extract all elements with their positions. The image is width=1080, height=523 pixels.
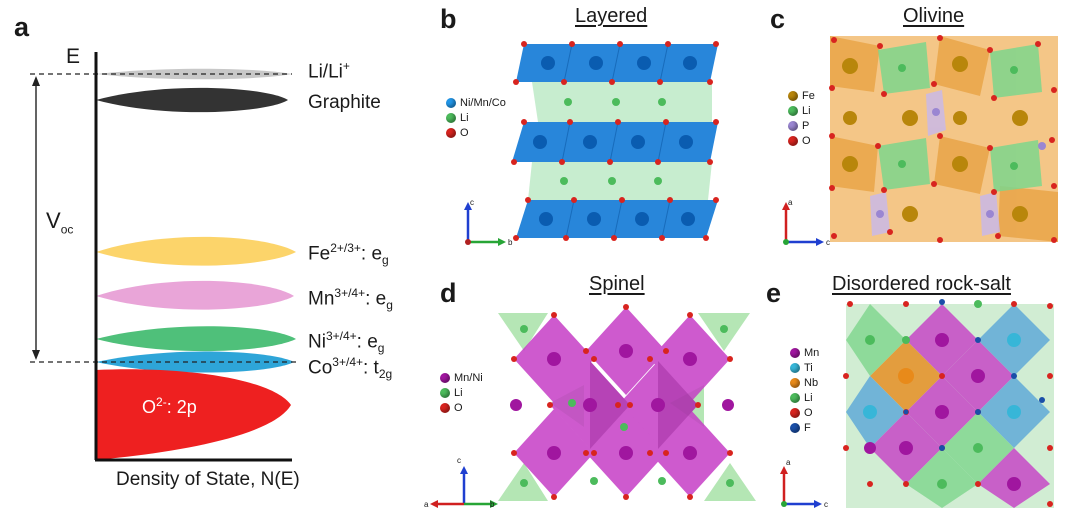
voc-arrow-up — [32, 76, 40, 86]
energy-axis-label: E — [66, 45, 81, 68]
panel-d-title: Spinel — [589, 273, 645, 295]
band-fe — [96, 236, 296, 266]
band-label-mn: Mn3+/4+: eg — [308, 286, 393, 313]
panel-d-axis-b: b — [490, 500, 495, 509]
band-label-o: O2-: 2p — [142, 395, 197, 417]
panel-c-axis-triad — [782, 202, 824, 246]
band-label-graphite: Graphite — [308, 92, 381, 113]
band-label-li: Li/Li+ — [308, 59, 350, 83]
voc-arrow-down — [32, 350, 40, 360]
panel-d-axis-triad — [430, 466, 498, 508]
layered-crystal-structure — [511, 41, 719, 241]
panel-d-axis-a: a — [424, 500, 429, 509]
panel-b-legend: Ni/Mn/Co Li O — [446, 95, 506, 140]
panel-d-letter: d — [440, 278, 457, 308]
panel-c-title: Olivine — [903, 5, 965, 27]
band-o — [96, 369, 291, 460]
panel-e-axis-triad — [780, 466, 822, 508]
rocksalt-crystal-structure — [843, 299, 1054, 508]
spinel-crystal-structure — [498, 304, 756, 501]
panel-a-letter: a — [14, 12, 30, 42]
olivine-crystal-structure — [829, 35, 1058, 243]
band-label-ni: Ni3+/4+: eg — [308, 329, 385, 356]
panel-b-axis-c: c — [470, 198, 474, 207]
band-mn — [96, 280, 294, 310]
band-label-co: Co3+/4+: t2g — [308, 355, 393, 382]
panel-c-axis-a: a — [788, 198, 793, 207]
panel-a-dos-plot — [30, 52, 296, 462]
panel-e-axis-a: a — [786, 458, 791, 467]
panel-e-axis-c: c — [824, 500, 828, 509]
panel-d-axis-c: c — [457, 456, 461, 465]
band-ni — [96, 326, 296, 352]
band-graphite — [96, 87, 288, 113]
panel-b-title: Layered — [575, 5, 648, 27]
panel-b-axis-triad — [464, 202, 506, 246]
panel-c-axis-c: c — [826, 238, 830, 247]
panel-d-legend: Mn/Ni Li O — [440, 370, 483, 415]
dos-axis-label: Density of State, N(E) — [116, 469, 300, 490]
panel-e-letter: e — [766, 278, 782, 308]
band-label-fe: Fe2+/3+: eg — [308, 241, 389, 268]
panel-b-axis-b: b — [508, 238, 513, 247]
voc-label: Voc — [46, 208, 74, 237]
panel-e-title: Disordered rock-salt — [832, 273, 1011, 295]
panel-c-legend: Fe Li P O — [788, 88, 815, 148]
panel-b-letter: b — [440, 4, 457, 34]
panel-e-legend: Mn Ti Nb Li O F — [790, 345, 819, 435]
panel-c-letter: c — [770, 4, 786, 34]
